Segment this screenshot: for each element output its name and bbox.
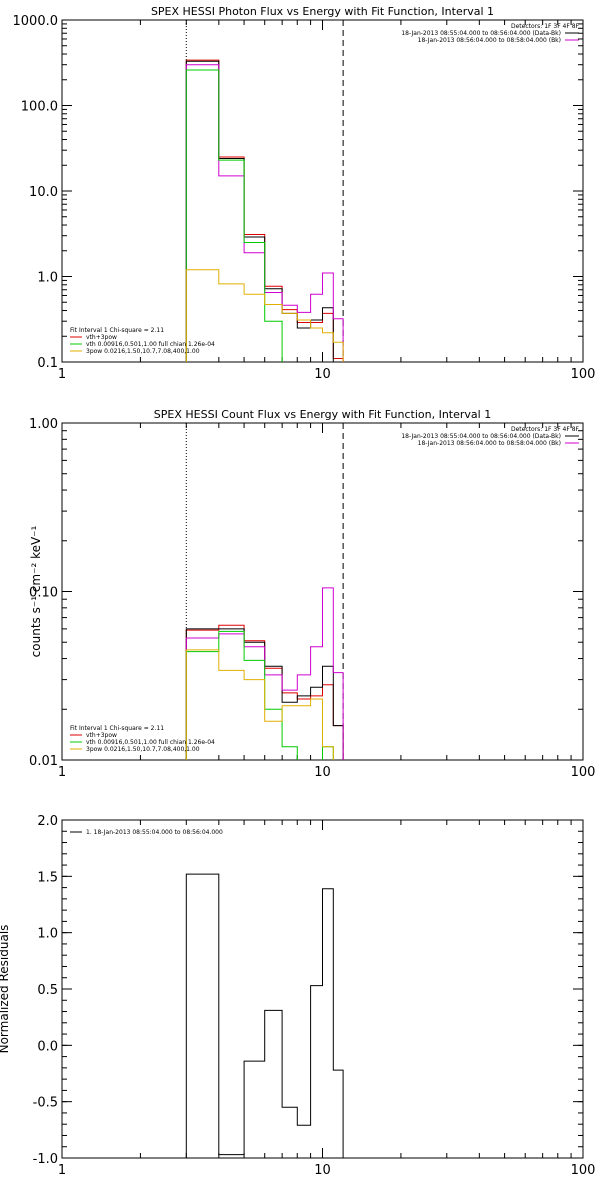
y-tick-label: 0.1 — [37, 356, 58, 371]
legend-text: vth 0.00916,0.501,1.00 full chian 1.26e-… — [86, 739, 215, 746]
x-tick-label: 10 — [314, 765, 331, 780]
y-axis-label: Normalized Residuals — [0, 925, 11, 1054]
series-orange-steps — [185, 649, 334, 760]
y-tick-label: 1.0 — [37, 927, 58, 942]
series-magenta-steps — [185, 64, 344, 362]
y-tick-label: -1.0 — [33, 1152, 58, 1167]
info-text: 18-Jan-2013 08:55:04.000 to 08:56:04.000… — [401, 30, 561, 37]
x-tick-label: 1 — [58, 1163, 66, 1178]
y-tick-label: 100.0 — [21, 100, 58, 115]
x-tick-label: 1 — [58, 765, 66, 780]
y-tick-label: 1.0 — [37, 271, 58, 286]
y-tick-label: -0.5 — [33, 1096, 58, 1111]
y-tick-label: 1.00 — [29, 417, 58, 432]
series-group — [185, 873, 344, 1158]
y-tick-label: 0.10 — [29, 586, 58, 601]
x-tick-label: 100 — [571, 1163, 596, 1178]
y-tick-label: 10.0 — [29, 185, 58, 200]
plot-frame — [61, 819, 584, 1159]
x-tick-label: 10 — [314, 1163, 331, 1178]
info-text: 18-Jan-2013 08:56:04.000 to 08:58:04.000… — [418, 440, 561, 447]
x-tick-label: 100 — [571, 765, 596, 780]
series-group — [185, 59, 344, 362]
count-flux-panel: SPEX HESSI Count Flux vs Energy with Fit… — [29, 408, 596, 780]
legend-text: Fit Interval 1 Chi-square = 2.11 — [70, 725, 164, 732]
info-text: 18-Jan-2013 08:56:04.000 to 08:58:04.000… — [418, 37, 561, 44]
series-green-steps — [185, 69, 283, 362]
legend-text: 3pow 0.0216,1.50,10.7,7.08,400,1.00 — [86, 746, 200, 753]
y-tick-label: 2.0 — [37, 814, 58, 829]
residuals-panel: Normalized Residuals 1 10 100 -1.0 -0.5 0.0 0.5… — [0, 814, 595, 1178]
x-tick-label: 100 — [571, 367, 596, 382]
series-orange-steps — [185, 269, 344, 362]
x-tick-label: 10 — [314, 367, 331, 382]
y-tick-label: 0.5 — [37, 983, 58, 998]
info-text: 18-Jan-2013 08:55:04.000 to 08:56:04.000… — [401, 433, 561, 440]
y-tick-label: 0.0 — [37, 1039, 58, 1054]
legend-text: vth 0.00916,0.501,1.00 full chian 1.26e-… — [86, 341, 215, 348]
y-tick-label: 1000.0 — [13, 14, 59, 29]
chart-title: SPEX HESSI Photon Flux vs Energy with Fi… — [151, 5, 494, 18]
photon-flux-panel: SPEX HESSI Photon Flux vs Energy with Fi… — [13, 5, 596, 382]
legend-text: Fit Interval 1 Chi-square = 2.11 — [70, 327, 164, 334]
series-magenta-steps — [185, 587, 344, 760]
plot-frame — [61, 19, 584, 363]
legend-text: 1. 18-Jan-2013 08:55:04.000 to 08:56:04.… — [86, 829, 223, 836]
y-tick-label: 0.01 — [29, 754, 58, 769]
info-text: Detectors: 1F 3F 4F 8F — [511, 23, 580, 30]
series-group — [185, 587, 344, 760]
legend-text: vth+3pow — [86, 334, 117, 341]
legend-text: vth+3pow — [86, 732, 117, 739]
y-axis-label: counts s⁻¹ cm⁻² keV⁻¹ — [29, 525, 43, 657]
series-black-steps — [185, 873, 344, 1158]
y-tick-label: 1.5 — [37, 870, 58, 885]
series-red-steps — [185, 624, 344, 760]
x-tick-label: 1 — [58, 367, 66, 382]
legend-text: 3pow 0.0216,1.50,10.7,7.08,400,1.00 — [86, 348, 200, 355]
info-text: Detectors: 1F 3F 4F 8F — [511, 426, 580, 433]
chart-title: SPEX HESSI Count Flux vs Energy with Fit… — [154, 408, 491, 421]
